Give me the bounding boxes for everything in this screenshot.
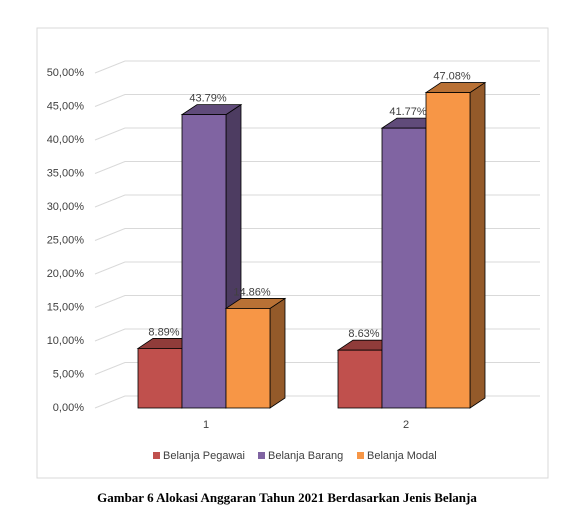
y-tick-label: 15,00% (47, 301, 85, 313)
bar-side (269, 297, 286, 409)
value-label: 41.77% (389, 106, 427, 118)
legend-label: Belanja Modal (367, 450, 437, 462)
bar (181, 114, 227, 409)
legend-label: Belanja Pegawai (163, 450, 245, 462)
caption: Gambar 6 Alokasi Anggaran Tahun 2021 Ber… (97, 490, 477, 505)
value-label: 47.08% (433, 70, 471, 82)
y-tick-label: 50,00% (47, 67, 85, 79)
y-tick-label: 35,00% (47, 167, 85, 179)
x-tick-label: 1 (203, 419, 209, 431)
legend-label: Belanja Barang (268, 450, 343, 462)
y-tick-label: 40,00% (47, 134, 85, 146)
y-tick-label: 10,00% (47, 335, 85, 347)
value-label: 8.89% (148, 326, 179, 338)
bar-side (469, 81, 486, 409)
bar (337, 349, 383, 409)
value-label: 43.79% (189, 93, 227, 105)
bar (381, 127, 427, 409)
value-label: 14.86% (233, 286, 271, 298)
grid-line (94, 94, 540, 107)
y-tick-label: 45,00% (47, 100, 85, 112)
bar (425, 92, 471, 409)
y-tick-label: 20,00% (47, 268, 85, 280)
y-tick-label: 25,00% (47, 234, 85, 246)
bar (137, 348, 183, 409)
bar (225, 308, 271, 409)
y-tick-label: 0,00% (53, 402, 84, 414)
grid-line (94, 60, 540, 74)
legend-swatch (258, 452, 265, 459)
y-tick-label: 30,00% (47, 201, 85, 213)
x-tick-label: 2 (403, 419, 409, 431)
y-tick-label: 5,00% (53, 368, 84, 380)
value-label: 8.63% (348, 328, 379, 340)
legend-swatch (153, 452, 160, 459)
legend-swatch (357, 452, 364, 459)
